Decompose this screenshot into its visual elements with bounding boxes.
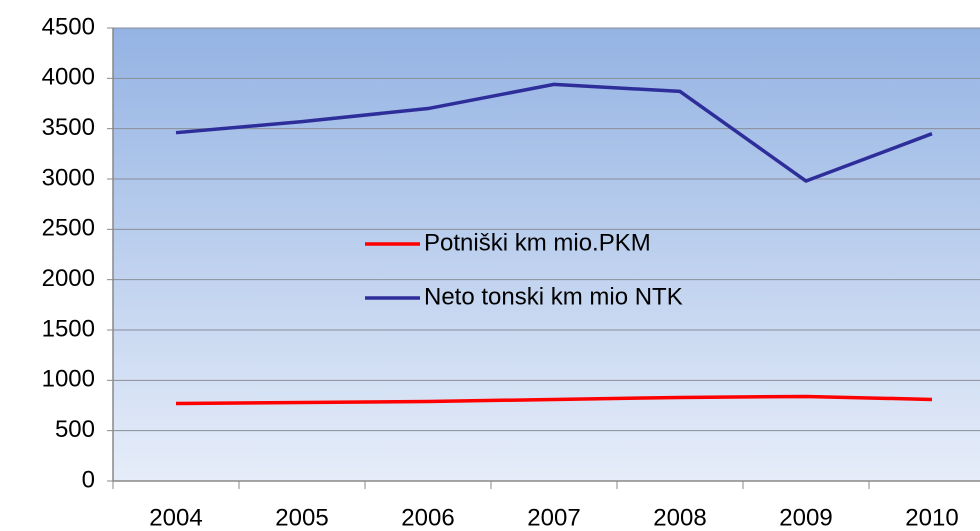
legend-label: Potniški km mio.PKM — [424, 229, 651, 256]
y-tick-label: 2000 — [42, 265, 95, 292]
x-tick-label: 2009 — [779, 504, 832, 531]
y-tick-label: 500 — [55, 416, 95, 443]
x-tick-label: 2006 — [401, 504, 454, 531]
x-tick-label: 2005 — [275, 504, 328, 531]
series-line — [175, 82, 933, 183]
y-tick-label: 3000 — [42, 164, 95, 191]
y-tick-label: 0 — [82, 466, 95, 493]
x-tick-label: 2004 — [149, 504, 202, 531]
y-tick-label: 3500 — [42, 114, 95, 141]
y-tick-label: 2500 — [42, 215, 95, 242]
y-tick-label: 4500 — [42, 13, 95, 40]
y-tick-label: 1500 — [42, 315, 95, 342]
y-tick-label: 4000 — [42, 64, 95, 91]
legend-label: Neto tonski km mio NTK — [424, 283, 683, 310]
series-line — [175, 394, 933, 406]
x-tick-label: 2010 — [905, 504, 958, 531]
x-tick-label: 2008 — [653, 504, 706, 531]
plot-area — [113, 28, 980, 481]
y-tick-label: 1000 — [42, 366, 95, 393]
x-tick-label: 2007 — [527, 504, 580, 531]
